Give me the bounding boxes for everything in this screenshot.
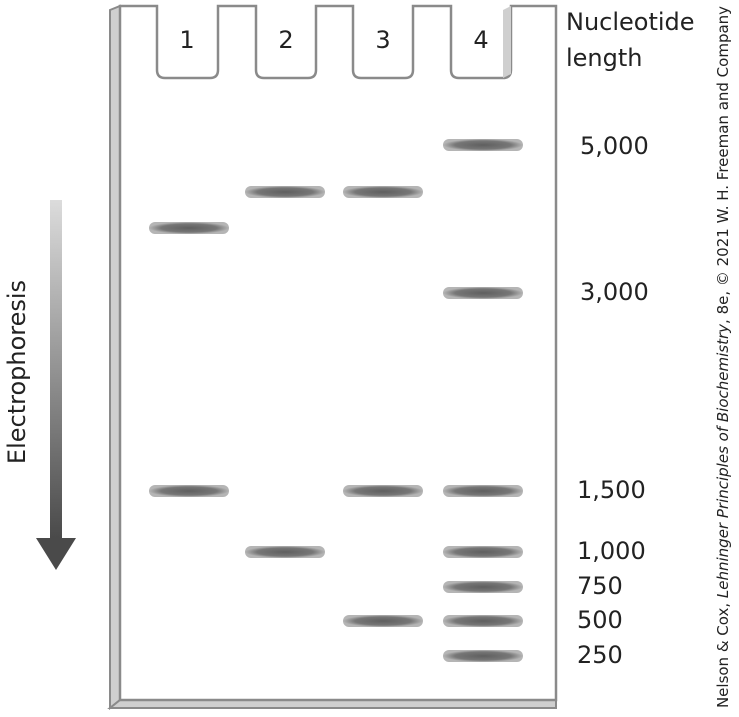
lane-label-4: 4 <box>473 26 489 54</box>
electrophoresis-label: Electrophoresis <box>3 279 31 465</box>
credit-line: Nelson & Cox, Lehninger Principles of Bi… <box>714 5 732 709</box>
header-nucleotide: Nucleotide <box>566 8 695 36</box>
band-lane4-5000 <box>443 139 523 151</box>
band-lane1-3800 <box>149 222 229 234</box>
gel-left-face <box>109 4 121 711</box>
size-label-750: 750 <box>577 572 623 600</box>
band-lane4-3000 <box>443 287 523 299</box>
band-lane4-1000 <box>443 546 523 558</box>
band-lane2-1000 <box>245 546 325 558</box>
size-label-250: 250 <box>577 641 623 669</box>
band-lane4-250 <box>443 650 523 662</box>
header-length: length <box>566 44 643 72</box>
size-label-1500: 1,500 <box>577 476 646 504</box>
arrow-head <box>36 538 76 570</box>
well-shade <box>503 6 511 78</box>
band-lane3-4200 <box>343 186 423 198</box>
lane-label-3: 3 <box>375 26 391 54</box>
gel-body <box>118 4 558 702</box>
size-label-5000: 5,000 <box>580 132 649 160</box>
size-label-1000: 1,000 <box>577 537 646 565</box>
band-lane2-4200 <box>245 186 325 198</box>
band-lane4-500 <box>443 615 523 627</box>
band-lane3-1500 <box>343 485 423 497</box>
arrow-shaft <box>50 200 62 538</box>
size-label-3000: 3,000 <box>580 278 649 306</box>
band-lane4-1500 <box>443 485 523 497</box>
band-lane4-750 <box>443 581 523 593</box>
lane-label-1: 1 <box>179 26 195 54</box>
size-label-500: 500 <box>577 606 623 634</box>
band-lane3-500 <box>343 615 423 627</box>
lane-label-2: 2 <box>278 26 294 54</box>
band-lane1-1500 <box>149 485 229 497</box>
bands <box>149 139 523 662</box>
